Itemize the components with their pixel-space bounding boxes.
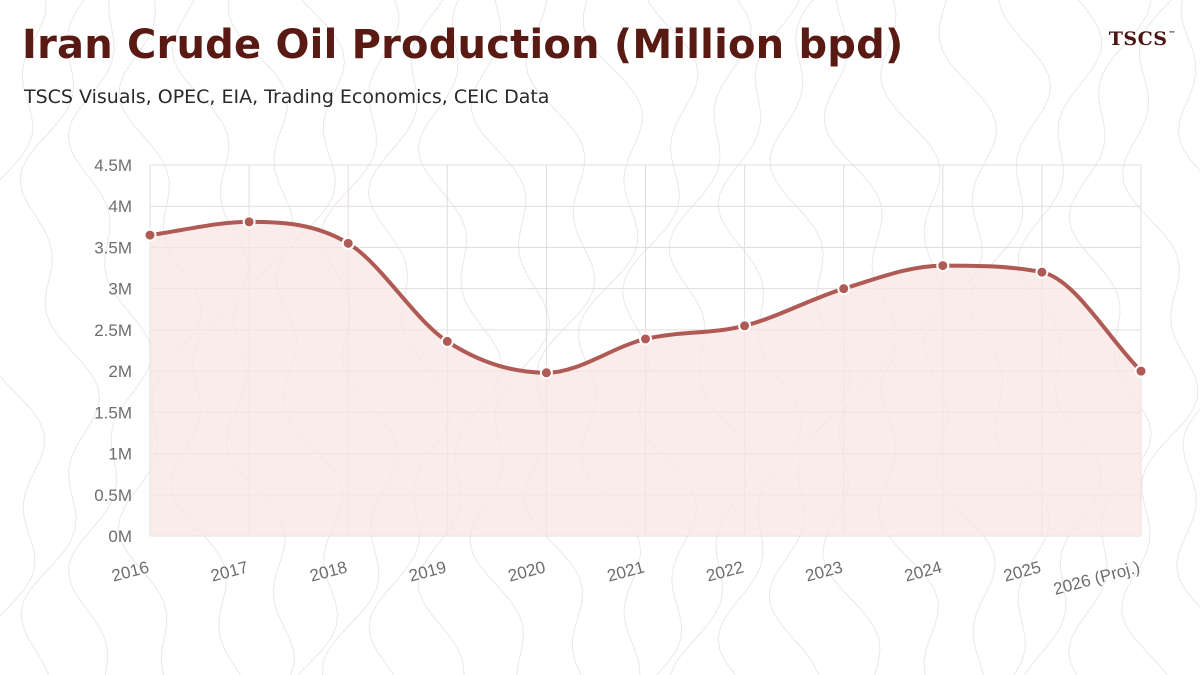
x-tick-label: 2019 xyxy=(407,558,448,586)
x-tick-label: 2021 xyxy=(605,558,646,586)
data-points xyxy=(143,215,1148,380)
data-point xyxy=(837,282,851,296)
contour-line xyxy=(1121,0,1199,675)
data-point xyxy=(143,228,157,242)
data-point xyxy=(936,259,950,273)
y-tick-label: 1.5M xyxy=(94,403,132,422)
data-point xyxy=(1134,364,1148,378)
y-tick-label: 2.5M xyxy=(94,321,132,340)
x-tick-label: 2022 xyxy=(704,558,745,586)
y-tick-label: 1M xyxy=(108,445,132,464)
y-tick-label: 0M xyxy=(108,527,132,546)
contour-line xyxy=(19,0,101,675)
contour-line xyxy=(417,0,503,675)
data-point xyxy=(1035,265,1049,279)
x-tick-label: 2023 xyxy=(803,558,844,586)
data-point xyxy=(242,215,256,229)
data-point xyxy=(539,366,553,380)
x-tick-label: 2017 xyxy=(209,558,250,586)
contour-line xyxy=(1176,0,1200,608)
y-axis-labels: 0M 0.5M 1M 1.5M 2M 2.5M 3M 3.5M 4M 4.5M xyxy=(94,156,132,546)
y-tick-label: 3M xyxy=(108,280,132,299)
contour-line xyxy=(523,0,596,675)
contour-line xyxy=(67,0,153,675)
chart-subtitle: TSCS Visuals, OPEC, EIA, Trading Economi… xyxy=(24,86,550,108)
chart-title: Iran Crude Oil Production (Million bpd) xyxy=(22,22,904,68)
tscs-logo: TSCS™ xyxy=(1108,28,1176,50)
contour-line xyxy=(577,0,643,675)
y-tick-label: 2M xyxy=(108,362,132,381)
contour-line xyxy=(1067,0,1152,675)
x-axis-labels: 2016 2017 2018 2019 2020 2021 2022 2023 2024 2025… xyxy=(110,558,1142,599)
area-fill xyxy=(150,221,1141,537)
x-tick-label: 2016 xyxy=(110,558,151,586)
y-tick-label: 3.5M xyxy=(94,238,132,257)
data-point xyxy=(341,236,355,250)
y-tick-label: 4M xyxy=(108,197,132,216)
x-tick-label: 2024 xyxy=(902,558,943,586)
x-tick-label: 2026 (Proj.) xyxy=(1051,558,1142,599)
x-tick-label: 2025 xyxy=(1001,558,1042,586)
contour-line xyxy=(0,0,47,617)
data-point xyxy=(440,334,454,348)
y-tick-label: 0.5M xyxy=(94,486,132,505)
x-tick-label: 2018 xyxy=(308,558,349,586)
y-tick-label: 4.5M xyxy=(94,156,132,175)
data-point xyxy=(639,332,652,346)
x-tick-label: 2020 xyxy=(506,558,547,586)
data-point xyxy=(738,319,752,333)
